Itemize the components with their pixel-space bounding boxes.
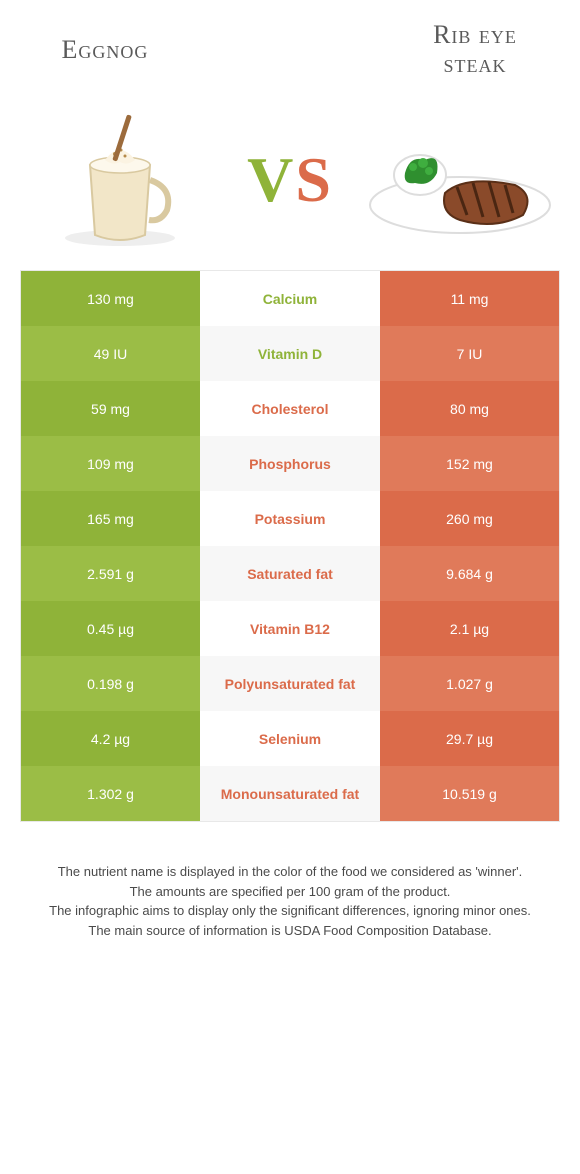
value-left: 0.198 g xyxy=(21,656,200,711)
value-right: 1.027 g xyxy=(380,656,559,711)
table-row: 0.198 gPolyunsaturated fat1.027 g xyxy=(21,656,559,711)
nutrient-label: Phosphorus xyxy=(200,436,380,491)
nutrient-label: Potassium xyxy=(200,491,380,546)
value-right: 9.684 g xyxy=(380,546,559,601)
nutrient-label: Vitamin D xyxy=(200,326,380,381)
footer-line: The amounts are specified per 100 gram o… xyxy=(30,882,550,902)
table-row: 2.591 gSaturated fat9.684 g xyxy=(21,546,559,601)
nutrient-label: Monounsaturated fat xyxy=(200,766,380,821)
table-row: 49 IUVitamin D7 IU xyxy=(21,326,559,381)
nutrient-label: Vitamin B12 xyxy=(200,601,380,656)
value-right: 80 mg xyxy=(380,381,559,436)
value-left: 59 mg xyxy=(21,381,200,436)
nutrient-label: Calcium xyxy=(200,271,380,326)
value-right: 11 mg xyxy=(380,271,559,326)
value-left: 2.591 g xyxy=(21,546,200,601)
value-left: 1.302 g xyxy=(21,766,200,821)
table-row: 165 mgPotassium260 mg xyxy=(21,491,559,546)
value-left: 4.2 µg xyxy=(21,711,200,766)
table-row: 1.302 gMonounsaturated fat10.519 g xyxy=(21,766,559,821)
value-right: 29.7 µg xyxy=(380,711,559,766)
value-right: 7 IU xyxy=(380,326,559,381)
vs-s: S xyxy=(295,144,333,215)
value-left: 49 IU xyxy=(21,326,200,381)
value-right: 260 mg xyxy=(380,491,559,546)
footer-line: The infographic aims to display only the… xyxy=(30,901,550,921)
value-left: 130 mg xyxy=(21,271,200,326)
food-left-image xyxy=(20,105,220,255)
footer-notes: The nutrient name is displayed in the co… xyxy=(30,862,550,940)
table-row: 109 mgPhosphorus152 mg xyxy=(21,436,559,491)
nutrient-label: Selenium xyxy=(200,711,380,766)
nutrient-label: Cholesterol xyxy=(200,381,380,436)
table-row: 0.45 µgVitamin B122.1 µg xyxy=(21,601,559,656)
table-row: 59 mgCholesterol80 mg xyxy=(21,381,559,436)
footer-line: The main source of information is USDA F… xyxy=(30,921,550,941)
food-right-title: Rib eye steak xyxy=(370,21,580,78)
table-row: 4.2 µgSelenium29.7 µg xyxy=(21,711,559,766)
value-left: 165 mg xyxy=(21,491,200,546)
nutrient-label: Saturated fat xyxy=(200,546,380,601)
food-right-image xyxy=(360,105,560,255)
images-row: VS xyxy=(0,100,580,260)
table-row: 130 mgCalcium11 mg xyxy=(21,271,559,326)
value-right: 10.519 g xyxy=(380,766,559,821)
vs-v: V xyxy=(247,144,295,215)
header: Eggnog Rib eye steak xyxy=(0,0,580,100)
value-right: 2.1 µg xyxy=(380,601,559,656)
value-left: 0.45 µg xyxy=(21,601,200,656)
value-left: 109 mg xyxy=(21,436,200,491)
vs-label: VS xyxy=(247,143,333,217)
comparison-table: 130 mgCalcium11 mg49 IUVitamin D7 IU59 m… xyxy=(20,270,560,822)
food-left-title: Eggnog xyxy=(0,35,210,65)
nutrient-label: Polyunsaturated fat xyxy=(200,656,380,711)
value-right: 152 mg xyxy=(380,436,559,491)
footer-line: The nutrient name is displayed in the co… xyxy=(30,862,550,882)
